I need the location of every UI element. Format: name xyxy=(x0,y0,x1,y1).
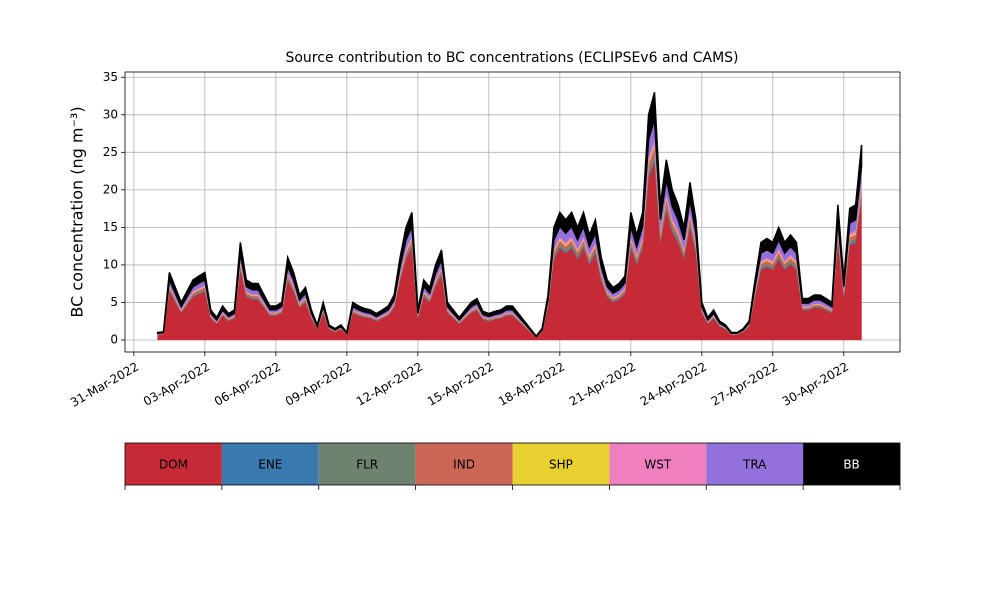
legend-swatch xyxy=(803,443,900,485)
legend: DOM ENE FLR IND SHP WST TRA BB xyxy=(124,442,901,490)
legend-label: SHP xyxy=(549,458,573,472)
y-tick-label: 0 xyxy=(110,332,118,346)
legend-label: ENE xyxy=(258,458,282,472)
areas xyxy=(156,92,863,341)
legend-label: BB xyxy=(843,458,859,472)
y-tick-label: 10 xyxy=(103,257,118,271)
y-tick-label: 30 xyxy=(103,107,118,121)
area xyxy=(156,92,863,338)
legend-swatch xyxy=(318,443,416,485)
y-tick-label: 20 xyxy=(103,182,118,196)
legend-swatch xyxy=(609,443,707,485)
legend-label: FLR xyxy=(356,458,378,472)
y-tick-label: 35 xyxy=(103,70,118,84)
y-tick-label: 25 xyxy=(103,145,118,159)
legend-swatch xyxy=(415,443,513,485)
y-tick-label: 5 xyxy=(110,295,118,309)
legend-swatch xyxy=(125,443,222,485)
legend-label: WST xyxy=(644,458,671,472)
y-axis-label: BC concentration (ng m⁻³) xyxy=(68,106,87,317)
plot-frame xyxy=(124,71,901,353)
legend-swatch xyxy=(512,443,610,485)
legend-label: IND xyxy=(453,458,475,472)
legend-label: TRA xyxy=(742,458,767,472)
y-tick-label: 15 xyxy=(103,220,118,234)
legend-label: DOM xyxy=(159,458,188,472)
chart-title: Source contribution to BC concentrations… xyxy=(285,50,738,66)
legend-swatch xyxy=(221,443,319,485)
legend-swatch xyxy=(706,443,804,485)
